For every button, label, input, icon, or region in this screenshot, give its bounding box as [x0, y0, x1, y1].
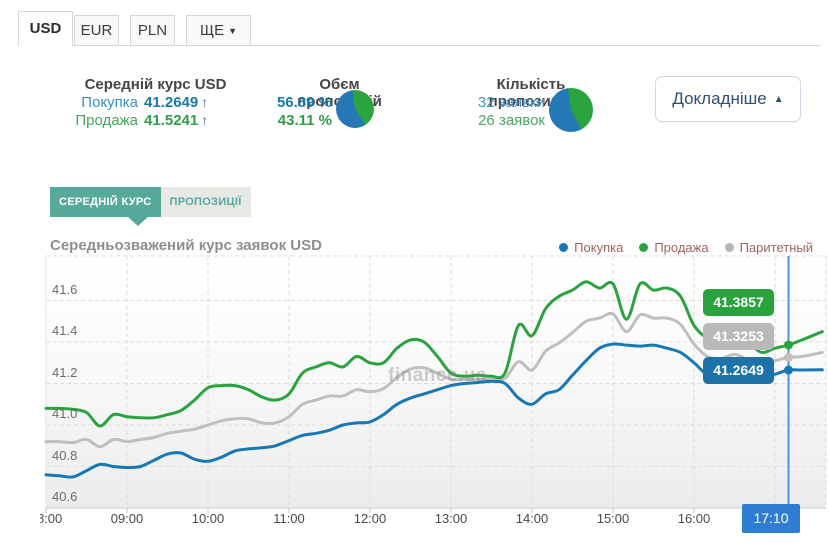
series-value-label: 41.2649 [703, 356, 774, 384]
watermark: finance.ua [388, 365, 487, 386]
x-axis-label-clip: 08:00 [40, 511, 72, 528]
buy-value: 41.2649 [144, 94, 199, 111]
series-value-label: 41.3857 [703, 288, 774, 316]
up-arrow-icon: ↑ [201, 94, 209, 110]
legend-label: Покупка [574, 240, 624, 255]
count-sell-row: 26 заявок [467, 112, 545, 129]
x-axis-label: 16:00 [677, 511, 711, 526]
x-axis-label: 13:00 [434, 511, 468, 526]
x-axis-label: 15:00 [596, 511, 630, 526]
tab-average-rate[interactable]: СЕРЕДНІЙ КУРС [50, 187, 161, 217]
x-axis-label: 12:00 [353, 511, 387, 526]
chart-tabbar: СЕРЕДНІЙ КУРС ПРОПОЗИЦІЇ [50, 187, 251, 226]
y-axis-label: 40.8 [52, 447, 78, 463]
tab-usd[interactable]: USD [18, 11, 73, 46]
legend-item[interactable]: Паритетный [724, 240, 813, 255]
x-axis-label: 10:00 [191, 511, 225, 526]
legend-dot-icon [639, 243, 649, 252]
legend-dot-icon [559, 243, 569, 252]
volume-buy-row: 56.89 % [272, 94, 332, 111]
count-pie-chart [549, 88, 593, 132]
volume-buy-pct: 56.89 % [276, 94, 332, 111]
x-axis-label: 14:00 [515, 511, 549, 526]
tabbar-divider [18, 45, 820, 46]
current-time-box: 17:10 [742, 504, 800, 533]
legend-dot-icon [724, 243, 734, 252]
legend-label: Паритетный [739, 240, 813, 255]
legend-item[interactable]: Покупка [559, 240, 623, 255]
count-sell-value: 26 заявок [478, 112, 545, 129]
x-axis-label: 09:00 [110, 511, 144, 526]
y-axis-label: 41.6 [52, 281, 78, 297]
tab-eur[interactable]: EUR [74, 15, 119, 46]
volume-sell-pct: 43.11 % [277, 112, 332, 129]
volume-pie-chart [336, 90, 374, 128]
x-axis-label: 08:00 [40, 511, 63, 526]
sell-value: 41.5241 [144, 112, 199, 129]
buy-label: Покупка [81, 94, 138, 111]
up-arrow-icon: ↑ [201, 112, 209, 128]
chart-legend: Покупка Продажа Паритетный [543, 239, 813, 257]
chevron-down-icon: ▼ [228, 26, 237, 36]
y-axis-label: 41.2 [52, 364, 78, 380]
legend-item[interactable]: Продажа [639, 240, 709, 255]
tab-pln[interactable]: PLN [130, 15, 175, 46]
legend-label: Продажа [654, 240, 709, 255]
sell-label: Продажа [75, 112, 138, 129]
count-buy-row: 32 заявки [467, 94, 545, 111]
avg-rate-title: Середній курс USD [84, 76, 227, 93]
y-axis-label: 40.6 [52, 489, 78, 504]
count-buy-value: 32 заявки [477, 94, 545, 111]
details-button[interactable]: Докладніше ▲ [655, 76, 801, 122]
tab-offers[interactable]: ПРОПОЗИЦІЇ [160, 187, 251, 217]
x-axis-label: 11:00 [273, 511, 305, 526]
volume-sell-row: 43.11 % [272, 112, 332, 129]
triangle-up-icon: ▲ [773, 94, 784, 105]
avg-rate-sell-row: Продажа 41.5241 ↑ [60, 112, 208, 129]
details-button-label: Докладніше [672, 89, 767, 108]
y-axis-label: 41.4 [52, 323, 78, 338]
chart-title: Середньозважений курс заявок USD [50, 237, 322, 254]
tab-more[interactable]: ЩЕ ▼ [186, 15, 251, 46]
active-tab-pointer-icon [128, 217, 148, 226]
y-axis-label: 41.0 [52, 406, 78, 421]
series-value-label: 41.3253 [703, 322, 774, 350]
avg-rate-buy-row: Покупка 41.2649 ↑ [60, 94, 208, 111]
tab-more-label: ЩЕ [200, 22, 225, 39]
